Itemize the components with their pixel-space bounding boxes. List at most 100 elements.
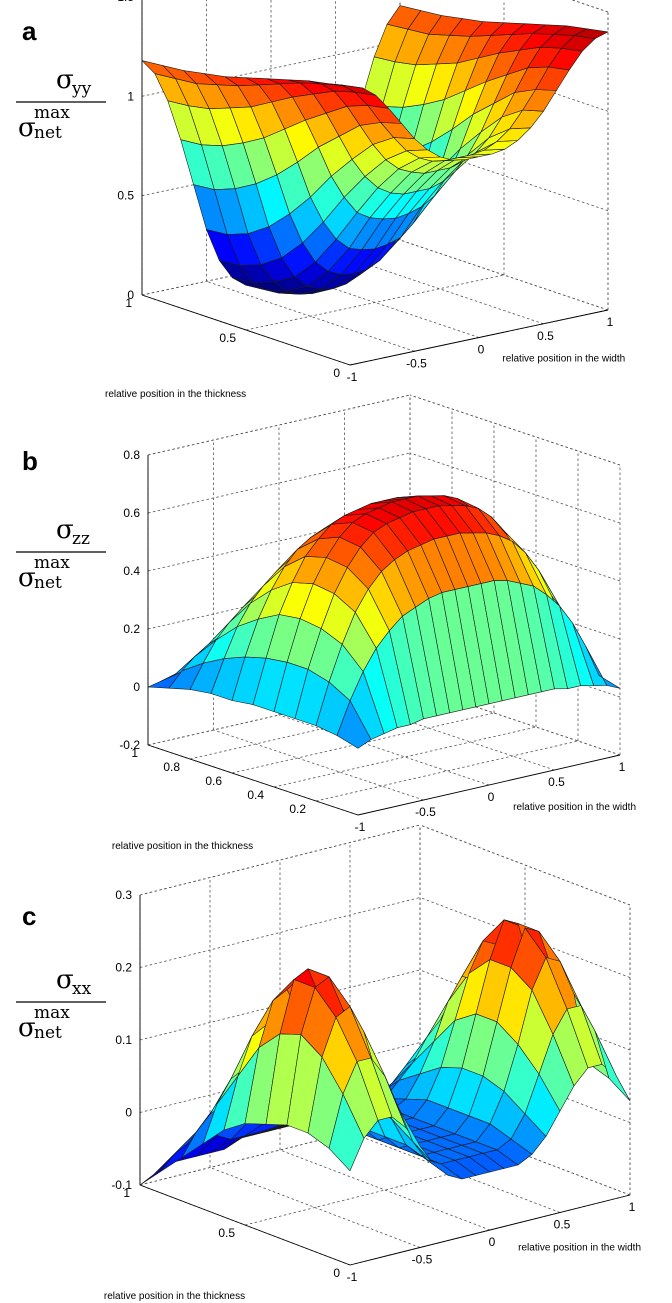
grid-line	[270, 267, 480, 338]
panel-letter: b	[22, 446, 38, 476]
grid-line	[419, 824, 631, 906]
grid-line	[213, 729, 424, 801]
x-tick-label: 1	[607, 315, 614, 329]
axis-line	[357, 754, 621, 816]
axis-line	[147, 744, 359, 816]
y-tick-label: 1	[125, 296, 132, 310]
x-tick-label: 0.5	[548, 775, 565, 789]
grid-line	[409, 394, 621, 466]
x-tick-label: -0.5	[406, 356, 427, 370]
z-tick-label: 0	[127, 288, 134, 302]
grid-line	[139, 969, 421, 1041]
x-tick-label: 0	[489, 1235, 496, 1249]
grid-line	[206, 280, 415, 352]
z-tick-label: 0.5	[117, 189, 134, 203]
z-label-numerator-sub: zz	[72, 529, 90, 549]
x-tick-label: 0	[478, 343, 485, 357]
x-axis-label: relative position in the width	[502, 353, 625, 364]
y-tick-label: 0.8	[163, 760, 180, 774]
z-tick-label: 0.6	[123, 506, 140, 520]
z-tick-label: 0.3	[115, 888, 132, 902]
panel-letter: a	[22, 16, 37, 46]
surface-patch	[573, 28, 609, 39]
grid-line	[571, 0, 609, 13]
z-tick-label: -0.2	[119, 738, 140, 752]
x-tick-label: 1	[629, 1200, 636, 1214]
z-label-numerator: σ	[56, 65, 74, 95]
y-axis-label: relative position in the thickness	[104, 1291, 245, 1302]
surface	[141, 5, 609, 295]
grid-line	[139, 897, 421, 968]
x-axis-label: relative position in the width	[513, 802, 636, 813]
z-label-denominator-sup: max	[34, 103, 70, 123]
grid-line	[399, 40, 609, 112]
z-tick-label: 0.8	[123, 448, 140, 462]
z-label-denominator-sub: net	[34, 123, 62, 143]
grid-line	[399, 140, 609, 212]
z-label-numerator-sub: xx	[72, 979, 92, 999]
z-label-denominator-sub: net	[34, 573, 62, 593]
y-tick-label: 0.5	[219, 331, 236, 345]
y-tick-label: 0	[333, 366, 340, 380]
panel-c: -0.1 0 0.1 0.2 0.3 -1 -0.5 0 0.5 1 0 0.5 1 relative p…	[16, 824, 641, 1302]
y-tick-label: 0	[333, 1266, 340, 1280]
grid-line	[409, 452, 621, 524]
y-tick-label: 0.4	[247, 788, 264, 802]
grid-line	[147, 394, 411, 456]
grid-line	[139, 824, 421, 896]
z-tick-label: -0.1	[111, 1178, 132, 1192]
z-tick-label: 0.4	[123, 564, 140, 578]
z-label-denominator-sub: net	[34, 1023, 62, 1043]
z-label-denominator: σ	[18, 113, 36, 143]
axis-line	[139, 1184, 351, 1266]
surface-patch	[585, 646, 621, 689]
grid-line	[245, 274, 505, 331]
grid-line	[278, 714, 490, 786]
grid-line	[315, 740, 579, 802]
z-label-denominator-sup: max	[34, 1003, 70, 1023]
z-label-numerator: σ	[56, 515, 74, 545]
y-tick-label: 1	[131, 746, 138, 760]
y-tick-label: 0.5	[218, 1226, 235, 1240]
z-label-numerator-sub: yy	[71, 79, 92, 99]
z-tick-label: 0	[125, 1106, 132, 1120]
y-axis-label: relative position in the thickness	[112, 841, 253, 852]
x-tick-label: -0.5	[415, 805, 436, 819]
grid-line	[571, 0, 609, 13]
panel-b: -0.2 0 0.2 0.4 0.6 0.8 -1 -0.5 0 0.5 1 0.2 0.4 0.6 0.8…	[16, 394, 636, 852]
surface-patch	[139, 1153, 176, 1186]
x-tick-label: -0.5	[412, 1253, 433, 1267]
x-tick-label: 1	[619, 760, 626, 774]
grid-line	[273, 726, 537, 788]
grid-line	[141, 40, 401, 97]
x-axis-label: relative position in the width	[518, 1243, 641, 1254]
panel-letter: c	[22, 901, 36, 931]
x-tick-label: -1	[347, 1270, 358, 1284]
z-tick-label: 1	[127, 89, 134, 103]
surface	[139, 919, 631, 1186]
z-label-numerator: σ	[56, 965, 74, 995]
z-tick-label: 0.1	[115, 1033, 132, 1047]
z-tick-label: 0.2	[123, 622, 140, 636]
surface	[147, 495, 621, 749]
z-tick-label: 1.5	[117, 0, 134, 4]
x-tick-label: 0	[488, 790, 495, 804]
surface-patch	[594, 1030, 631, 1102]
y-tick-label: 1	[123, 1186, 130, 1200]
x-tick-label: -1	[355, 820, 366, 834]
axis-line	[141, 294, 351, 366]
x-tick-label: -1	[347, 370, 358, 384]
grid-line	[399, 239, 609, 311]
z-label-denominator-sup: max	[34, 553, 70, 573]
y-tick-label: 0.6	[205, 774, 222, 788]
grid-line	[344, 699, 555, 771]
z-label-denominator: σ	[18, 1013, 36, 1043]
axis-line	[349, 1194, 631, 1266]
grid-line	[335, 253, 544, 325]
y-tick-label: 0.2	[289, 802, 306, 816]
z-tick-label: 0	[133, 680, 140, 694]
z-label-denominator: σ	[18, 563, 36, 593]
